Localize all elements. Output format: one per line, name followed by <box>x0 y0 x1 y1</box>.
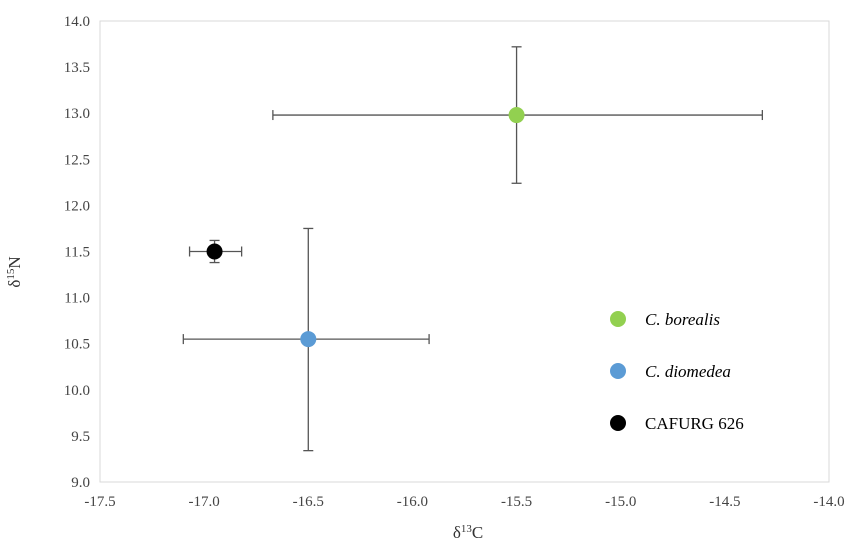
legend-label: C. borealis <box>645 310 720 329</box>
data-point <box>206 243 223 260</box>
x-tick-label: -17.0 <box>189 494 220 510</box>
x-axis-title: δ13C <box>453 523 483 542</box>
data-point <box>300 331 317 348</box>
legend: C. borealis C. diomedea CAFURG 626 <box>610 310 744 433</box>
y-tick-label: 13.5 <box>64 60 90 76</box>
legend-label: CAFURG 626 <box>645 414 744 433</box>
legend-label: C. diomedea <box>645 362 731 381</box>
legend-marker <box>610 415 626 431</box>
legend-marker <box>610 311 626 327</box>
y-tick-label: 9.0 <box>71 475 90 491</box>
error-bars <box>182 46 763 452</box>
x-tick-label: -17.5 <box>84 494 115 510</box>
y-tick-labels: 9.0 9.5 10.0 10.5 11.0 11.5 12.0 12.5 13.0 13.5 14… <box>64 14 90 491</box>
y-axis-title: δ15N <box>5 256 24 287</box>
x-tick-label: -15.0 <box>605 494 636 510</box>
legend-marker <box>610 363 626 379</box>
y-tick-label: 11.0 <box>64 291 90 307</box>
y-tick-label: 14.0 <box>64 14 90 30</box>
y-tick-label: 9.5 <box>71 429 90 445</box>
x-tick-labels: -17.5 -17.0 -16.5 -16.0 -15.5 -15.0 -14.5 -14.0 <box>84 494 844 510</box>
data-points <box>206 107 525 348</box>
y-tick-label: 12.5 <box>64 152 90 168</box>
y-tick-label: 13.0 <box>64 106 90 122</box>
x-tick-label: -16.5 <box>293 494 324 510</box>
data-point <box>508 107 525 124</box>
y-tick-label: 10.0 <box>64 383 90 399</box>
x-tick-label: -15.5 <box>501 494 532 510</box>
y-tick-label: 12.0 <box>64 198 90 214</box>
x-tick-label: -16.0 <box>397 494 428 510</box>
y-tick-label: 11.5 <box>64 245 90 261</box>
y-tick-label: 10.5 <box>64 337 90 353</box>
plot-area-frame <box>99 20 830 483</box>
x-tick-label: -14.0 <box>813 494 844 510</box>
x-tick-label: -14.5 <box>709 494 740 510</box>
